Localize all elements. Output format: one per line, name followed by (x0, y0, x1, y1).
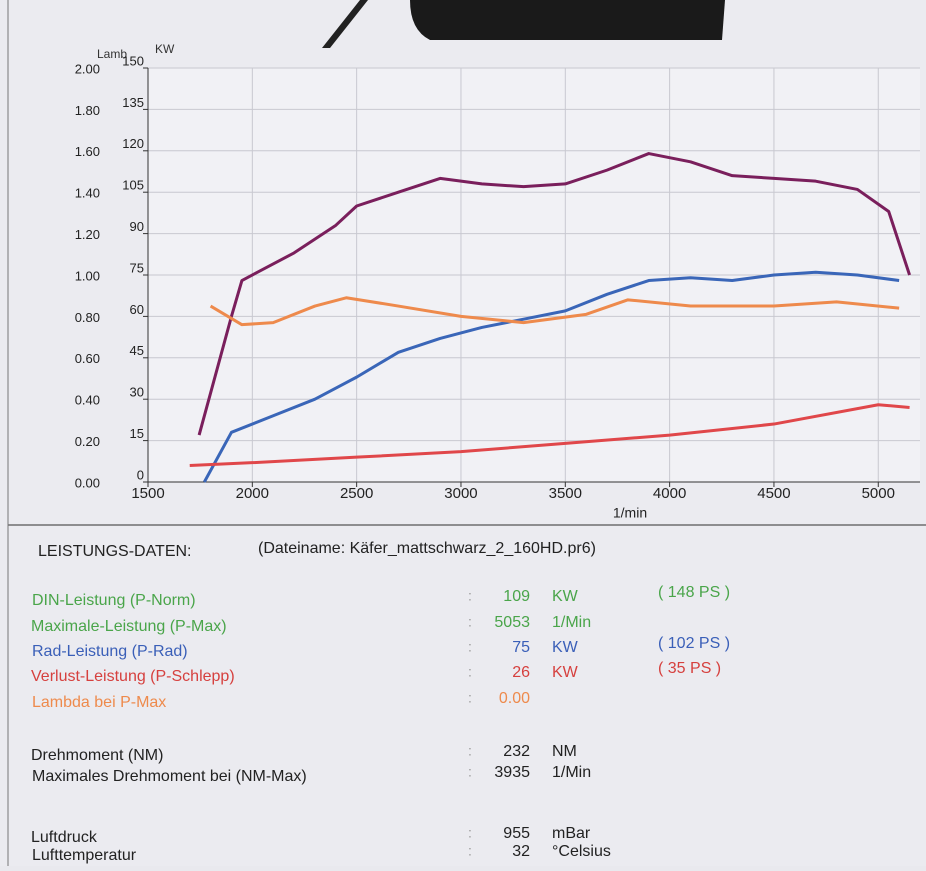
series-line (189, 403, 910, 467)
x-tick-label: 4500 (757, 485, 790, 502)
x-tick-label: 3500 (549, 485, 582, 502)
y-axis-label: KW (155, 42, 175, 56)
x-tick-label: 2500 (340, 485, 373, 502)
series-line (203, 270, 900, 483)
row-extra: ( 148 PS ) (658, 584, 730, 601)
series-line (197, 152, 911, 436)
row-colon: : (468, 825, 472, 841)
row-colon: : (468, 614, 472, 630)
x-tick-label: 4000 (653, 485, 686, 502)
row-value: 955 (503, 825, 530, 842)
y-tick-label: 120 (122, 136, 144, 151)
y-tick-label: 75 (130, 260, 144, 275)
y-tick-label: 90 (130, 219, 144, 234)
row-colon: : (468, 843, 472, 859)
row-value: 32 (512, 843, 530, 860)
row-label: Maximale-Leistung (P-Max) (31, 618, 227, 635)
row-value: 5053 (494, 614, 530, 631)
x-tick-label: 5000 (862, 485, 895, 502)
y2-tick-label: 1.80 (75, 103, 100, 118)
row-value: 109 (503, 588, 530, 605)
row-value: 75 (512, 639, 530, 656)
row-label: Maximales Drehmoment bei (NM-Max) (32, 768, 307, 785)
row-value: 3935 (494, 764, 530, 781)
row-unit: KW (552, 639, 579, 656)
row-extra: ( 102 PS ) (658, 635, 730, 652)
row-unit: NM (552, 743, 577, 760)
row-colon: : (468, 764, 472, 780)
row-colon: : (468, 664, 472, 680)
row-value: 0.00 (499, 690, 530, 707)
y-tick-label: 15 (130, 426, 144, 441)
y-tick-label: 135 (122, 95, 144, 110)
y2-tick-label: 1.00 (75, 268, 100, 283)
x-axis-label: 1/min (613, 505, 647, 521)
row-unit: mBar (552, 825, 591, 842)
car-logo (410, 0, 725, 40)
row-label: Lambda bei P-Max (32, 694, 166, 711)
row-colon: : (468, 690, 472, 706)
y-tick-label: 0 (137, 467, 144, 482)
row-label: Rad-Leistung (P-Rad) (32, 643, 188, 660)
logo-stroke (322, 0, 368, 48)
row-extra: ( 35 PS ) (658, 660, 721, 677)
y2-tick-label: 1.20 (75, 227, 100, 242)
y2-tick-label: 0.40 (75, 393, 100, 408)
x-tick-label: 3000 (444, 485, 477, 502)
x-tick-label: 1500 (131, 485, 164, 502)
y2-tick-label: 0.60 (75, 351, 100, 366)
row-value: 26 (512, 664, 530, 681)
series-line (209, 296, 900, 327)
y2-tick-label: 0.20 (75, 434, 100, 449)
row-unit: °Celsius (552, 843, 611, 860)
y2-tick-label: 1.60 (75, 144, 100, 159)
y2-tick-label: 0.80 (75, 310, 100, 325)
y2-tick-label: 0.00 (75, 475, 100, 490)
row-unit: 1/Min (552, 764, 591, 781)
row-colon: : (468, 743, 472, 759)
table-title: LEISTUNGS-DATEN: (38, 543, 192, 560)
row-label: Lufttemperatur (32, 847, 137, 864)
row-unit: KW (552, 588, 579, 605)
x-tick-label: 2000 (236, 485, 269, 502)
row-label: Verlust-Leistung (P-Schlepp) (31, 668, 235, 685)
row-value: 232 (503, 743, 530, 760)
row-unit: 1/Min (552, 614, 591, 631)
y-tick-label: 60 (130, 302, 144, 317)
row-colon: : (468, 588, 472, 604)
row-colon: : (468, 639, 472, 655)
row-label: Luftdruck (31, 829, 98, 846)
y2-axis-label: Lamb (97, 47, 127, 61)
y-tick-label: 105 (122, 178, 144, 193)
y-tick-label: 45 (130, 343, 144, 358)
y2-tick-label: 1.40 (75, 186, 100, 201)
y-tick-label: 150 (122, 53, 144, 68)
row-label: DIN-Leistung (P-Norm) (32, 592, 196, 609)
file-name: (Dateiname: Käfer_mattschwarz_2_160HD.pr… (258, 540, 596, 557)
y-tick-label: 30 (130, 385, 144, 400)
row-label: Drehmoment (NM) (31, 747, 163, 764)
y2-tick-label: 2.00 (75, 61, 100, 76)
row-unit: KW (552, 664, 579, 681)
